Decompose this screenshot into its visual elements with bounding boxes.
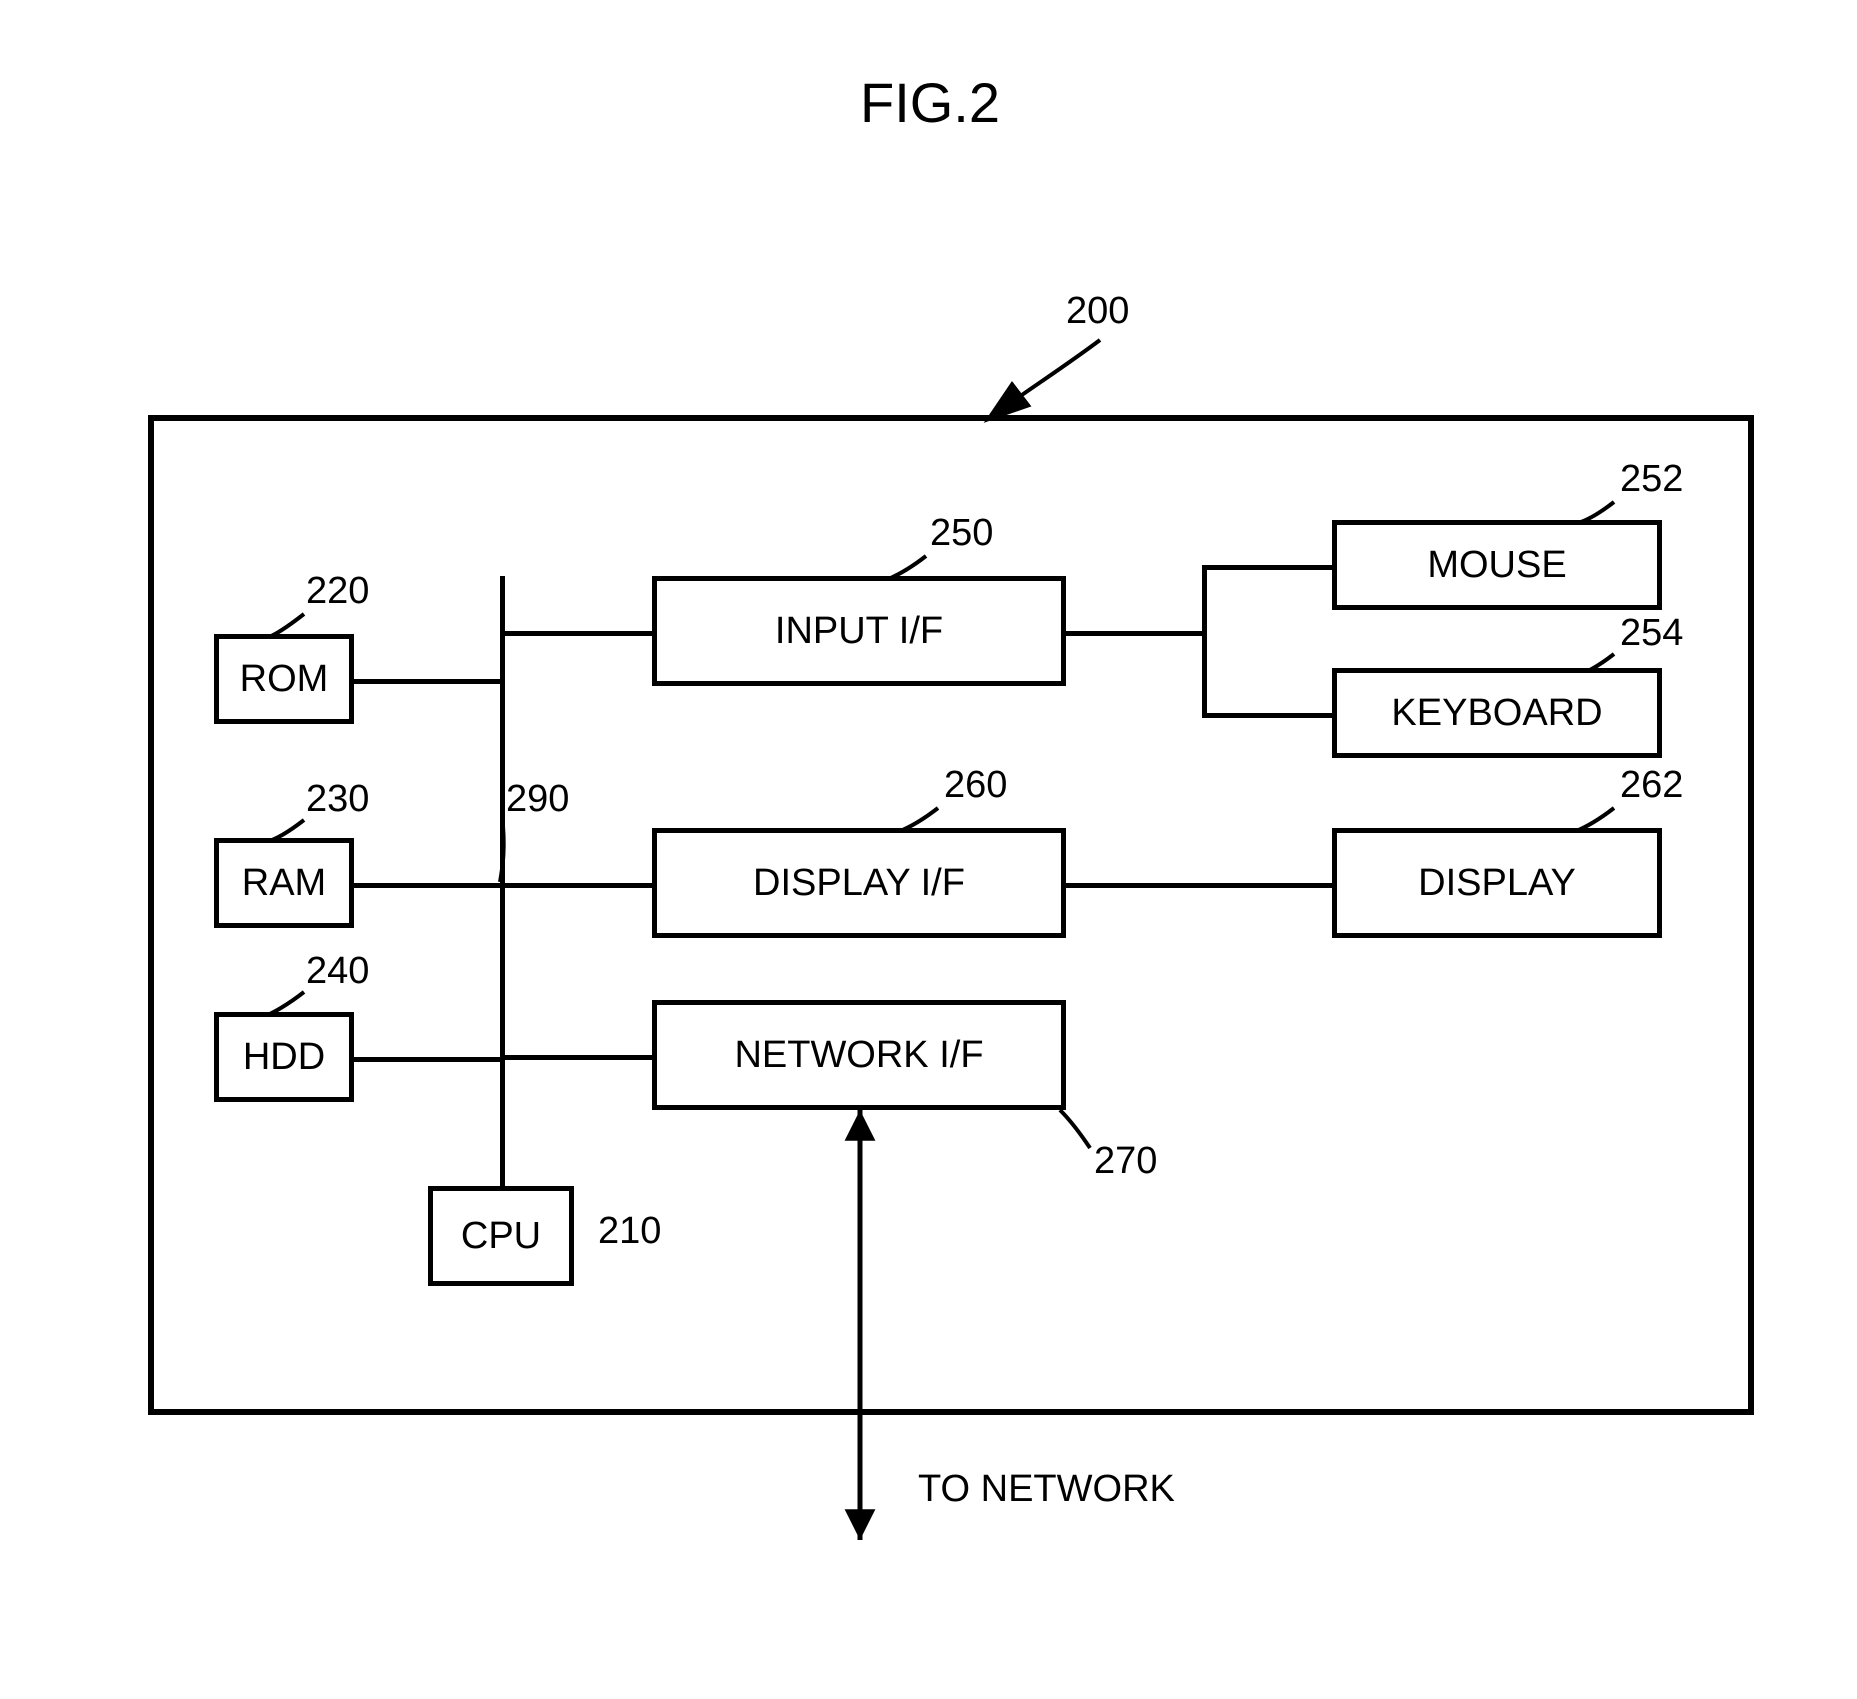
block-keyboard: KEYBOARD: [1332, 668, 1662, 758]
ref-bus: 290: [506, 778, 569, 821]
ref-hdd: 240: [306, 950, 369, 993]
ref-rom: 220: [306, 570, 369, 613]
figure-title: FIG.2: [820, 70, 1040, 140]
bus-branch: [354, 1057, 500, 1062]
to-network-label: TO NETWORK: [918, 1468, 1175, 1511]
block-input: INPUT I/F: [652, 576, 1066, 686]
block-hdd: HDD: [214, 1012, 354, 1102]
ref-ram: 230: [306, 778, 369, 821]
ref-leader-outer: [990, 340, 1100, 418]
bus-branch: [500, 883, 652, 888]
ref-input: 250: [930, 512, 993, 555]
bus-branch: [500, 631, 652, 636]
bus-branch: [354, 883, 500, 888]
ref-outer: 200: [1066, 290, 1129, 333]
ref-keyboard: 254: [1620, 612, 1683, 655]
connector-line: [1202, 565, 1332, 570]
ref-cpu: 210: [598, 1210, 661, 1253]
ref-display2: 262: [1620, 764, 1683, 807]
connector-line: [1202, 565, 1207, 713]
block-cpu: CPU: [428, 1186, 574, 1286]
block-rom: ROM: [214, 634, 354, 724]
bus-branch: [354, 679, 500, 684]
bus-line: [500, 576, 505, 1186]
block-mouse: MOUSE: [1332, 520, 1662, 610]
block-ram: RAM: [214, 838, 354, 928]
block-network: NETWORK I/F: [652, 1000, 1066, 1110]
block-display2: DISPLAY: [1332, 828, 1662, 938]
ref-mouse: 252: [1620, 458, 1683, 501]
ref-network: 270: [1094, 1140, 1157, 1183]
block-display: DISPLAY I/F: [652, 828, 1066, 938]
connector-line: [1066, 631, 1202, 636]
bus-branch: [500, 1055, 652, 1060]
connector-line: [1202, 713, 1332, 718]
ref-display: 260: [944, 764, 1007, 807]
connector-line: [1066, 883, 1332, 888]
